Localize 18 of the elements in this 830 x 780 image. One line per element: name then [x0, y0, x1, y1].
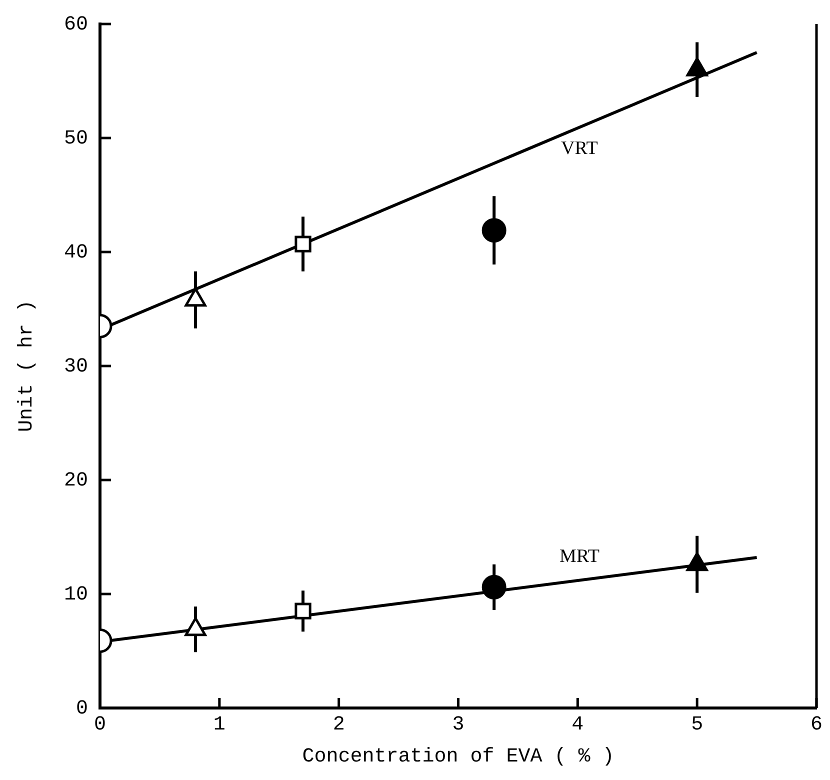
y-axis-title: Unit ( hr ) — [15, 300, 38, 432]
x-tick-label: 4 — [572, 713, 584, 736]
x-tick-label: 1 — [213, 713, 226, 736]
x-axis-title: Concentration of EVA ( % ) — [302, 745, 614, 768]
y-tick-label: 10 — [64, 583, 88, 606]
x-tick-label: 5 — [691, 713, 704, 736]
y-tick-label: 0 — [76, 697, 88, 720]
y-tick-label: 20 — [64, 469, 88, 492]
series-label: MRT — [559, 546, 600, 567]
x-tick-label: 0 — [94, 713, 106, 736]
y-tick-label: 40 — [64, 241, 88, 264]
series-label: VRT — [561, 138, 598, 159]
y-tick-label: 50 — [64, 127, 88, 150]
x-tick-label: 6 — [810, 713, 823, 736]
x-tick-label: 3 — [452, 713, 464, 736]
y-tick-label: 60 — [64, 13, 88, 36]
y-tick-label: 30 — [64, 355, 88, 378]
x-tick-label: 2 — [332, 713, 345, 736]
